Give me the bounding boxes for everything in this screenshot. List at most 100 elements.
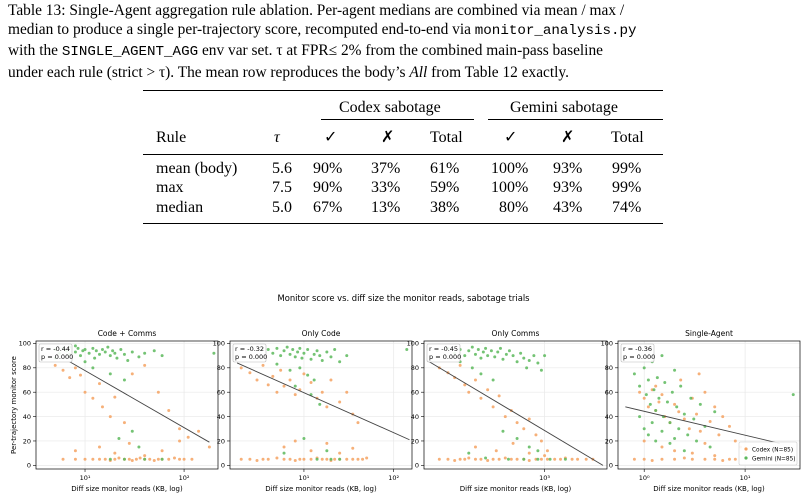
codex-point (172, 456, 176, 460)
gemini-point (68, 352, 72, 356)
codex-point (515, 421, 519, 425)
gemini-point (91, 346, 95, 350)
gemini-point (496, 350, 500, 354)
x-tick-label: 10⁰ (639, 474, 650, 482)
gemini-point (467, 451, 471, 455)
codex-point (302, 372, 306, 376)
gemini-point (522, 457, 526, 461)
fit-line (625, 406, 780, 444)
gemini-point (329, 355, 333, 359)
codex-point (100, 405, 104, 409)
codex-point (479, 396, 483, 400)
caption-line-1: Table 13: Single-Agent aggregation rule … (8, 2, 625, 19)
gemini-point (271, 351, 275, 355)
gemini-point (288, 352, 292, 356)
codex-point (473, 445, 477, 449)
gemini-point (644, 393, 648, 397)
codex-point (527, 451, 531, 455)
gemini-point (652, 388, 656, 392)
gemini-point (632, 372, 636, 376)
gemini-point (117, 437, 121, 441)
gemini-point (661, 415, 665, 419)
codex-point (503, 415, 507, 419)
gemini-point (642, 427, 646, 431)
gemini-point (677, 427, 681, 431)
gemini-point (501, 357, 505, 361)
stats-annotation-box (620, 343, 655, 363)
col-header-rule: Rule (156, 129, 187, 146)
codex-point (673, 402, 677, 406)
stats-annotation-text: p = 0.000 (623, 353, 655, 361)
codex-point (261, 363, 265, 367)
y-tick-label: 100 (407, 340, 419, 348)
codex-point (275, 456, 279, 460)
plot-frame (229, 340, 413, 470)
gemini-point (657, 396, 661, 400)
gemini-point (108, 354, 112, 358)
codex-point (73, 457, 77, 461)
codex-point (467, 456, 471, 460)
x-axis-label: Diff size monitor reads (KB, log) (71, 485, 183, 493)
codex-point (458, 457, 462, 461)
gemini-point (527, 445, 531, 449)
codex-point (156, 457, 160, 461)
gemini-point (692, 417, 696, 421)
gemini-point (81, 349, 85, 353)
gemini-point (695, 439, 699, 443)
codex-point (108, 458, 112, 462)
y-tick-label: 60 (411, 389, 419, 397)
gemini-point (501, 429, 505, 433)
col-header-codex-pass: ✓ (324, 129, 338, 146)
gemini-point (338, 457, 342, 461)
codex-point (113, 457, 117, 461)
x-axis-label: Diff size monitor reads (KB, log) (460, 485, 572, 493)
legend-marker (744, 447, 748, 451)
gemini-point (315, 349, 319, 353)
gemini-point (160, 354, 164, 358)
codex-point (584, 457, 588, 461)
gemini-point (130, 350, 134, 354)
caption-line-3: with the SINGLE_AGENT_AGG env var set. τ… (8, 42, 603, 61)
codex-point (522, 457, 526, 461)
codex-point (266, 457, 270, 461)
codex-point (275, 390, 279, 394)
codex-point (91, 396, 95, 400)
gemini-point (108, 372, 112, 376)
codex-point (338, 400, 342, 404)
gemini-point (648, 402, 652, 406)
y-tick-label: 60 (217, 389, 225, 397)
gemini-point (642, 366, 646, 370)
gemini-point (152, 349, 156, 353)
stats-annotation-text: r = -0.44 (41, 345, 70, 353)
codex-point (486, 388, 490, 392)
gemini-point (83, 348, 87, 352)
table-cell: 99% (612, 179, 642, 196)
codex-point (534, 457, 538, 461)
x-axis-label: Diff size monitor reads (KB, log) (265, 485, 377, 493)
y-tick-label: 20 (23, 437, 31, 445)
stats-annotation-box (426, 343, 461, 363)
codex-point (293, 439, 297, 443)
gemini-point (458, 348, 462, 352)
gemini-point (536, 449, 540, 453)
codex-point (122, 421, 126, 425)
codex-point (695, 412, 699, 416)
codex-point (463, 383, 467, 387)
gemini-point (646, 378, 650, 382)
codex-point (73, 366, 77, 370)
gemini-point (312, 352, 316, 356)
table-cell: 59% (430, 179, 460, 196)
codex-point (509, 457, 513, 461)
gemini-point (320, 359, 324, 363)
codex-point (668, 421, 672, 425)
gemini-point (654, 408, 658, 412)
gemini-point (515, 437, 519, 441)
codex-point (160, 449, 164, 453)
y-tick-label: 0 (415, 462, 419, 470)
gemini-point (76, 346, 80, 350)
gemini-point (130, 429, 134, 433)
codex-point (266, 383, 270, 387)
gemini-point (309, 357, 313, 361)
codex-point (654, 408, 658, 412)
gemini-point (522, 356, 526, 360)
